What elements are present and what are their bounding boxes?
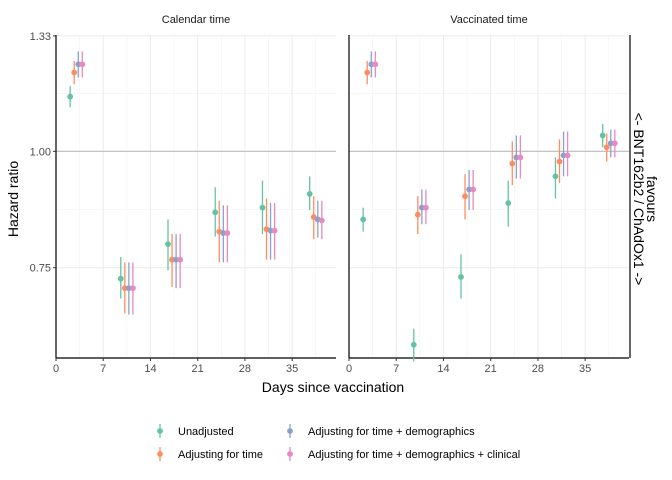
data-point (372, 61, 379, 68)
data-point (564, 152, 571, 159)
x-tick-label: 7 (393, 363, 399, 375)
data-point (169, 256, 175, 263)
legend-key-point (157, 451, 163, 457)
panel-title: Calendar time (162, 14, 230, 26)
data-point (125, 285, 132, 292)
legend: Unadjusted Adjusting for time Adjusting fo… (157, 424, 520, 461)
series-4 (372, 51, 618, 225)
x-tick-label: 28 (532, 363, 544, 375)
data-point (117, 275, 124, 282)
x-tick-label: 21 (485, 363, 497, 375)
y-tick-label: 1.00 (30, 146, 51, 158)
x-tick-label: 28 (239, 363, 251, 375)
x-tick-label: 35 (579, 363, 591, 375)
y-tick-label: 1.33 (30, 31, 51, 43)
x-tick-label: 0 (53, 363, 59, 375)
panel-2: Vaccinated time 0 7 14 21 28 35 (346, 14, 629, 375)
data-point (368, 61, 375, 68)
data-point (173, 256, 179, 263)
data-point (458, 274, 464, 280)
data-point (165, 241, 171, 248)
data-point (271, 227, 278, 234)
x-tick-label: 0 (346, 363, 352, 375)
data-point (75, 61, 82, 68)
x-tick-label: 14 (144, 363, 156, 375)
legend-label: Adjusting for time + demographics + clin… (308, 449, 520, 461)
data-point (71, 69, 78, 76)
data-point (306, 191, 313, 197)
data-point (259, 204, 266, 211)
data-point (560, 152, 567, 159)
data-point (418, 204, 425, 211)
data-point (130, 285, 136, 292)
x-tick-label: 7 (100, 363, 106, 375)
data-point (414, 211, 421, 218)
data-point (552, 173, 559, 180)
chart-panels: Calendar time 0 7 14 21 28 35 0.75 1.00 1.33 Vacci… (30, 14, 629, 375)
data-point (599, 132, 606, 139)
data-point (224, 230, 231, 236)
y-tick-label: 0.75 (30, 263, 51, 275)
x-tick-label: 21 (192, 363, 204, 375)
data-point (470, 186, 477, 193)
data-point (212, 209, 219, 216)
x-tick-label: 14 (437, 363, 449, 375)
legend-label: Adjusting for time + demographics (308, 426, 475, 438)
data-point (509, 160, 516, 167)
data-point (79, 61, 86, 68)
data-point (267, 227, 274, 234)
data-point (220, 230, 227, 236)
data-point (121, 285, 128, 292)
legend-item: Adjusting for time (157, 447, 263, 461)
series-3 (75, 51, 321, 315)
y-axis-title: Hazard ratio (5, 161, 21, 237)
legend-key-point (157, 428, 163, 434)
data-point (360, 216, 367, 223)
x-tick-label: 35 (286, 363, 298, 375)
series-4 (79, 51, 325, 315)
legend-item: Adjusting for time + demographics + clin… (287, 447, 520, 461)
data-point (611, 140, 618, 147)
legend-label: Unadjusted (178, 426, 234, 438)
side-label-direction: <- BNT162b2 / ChAdOx1 -> (631, 113, 647, 286)
data-point (177, 256, 184, 263)
series-3 (368, 51, 614, 225)
series-2 (364, 61, 610, 235)
panel-title: Vaccinated time (450, 14, 527, 26)
data-point (513, 154, 520, 161)
data-point (505, 200, 512, 206)
data-point (423, 204, 429, 211)
x-axis-title: Days since vaccination (262, 379, 404, 395)
data-point (603, 144, 610, 151)
series-1 (360, 123, 606, 362)
panel-1: Calendar time 0 7 14 21 28 35 0.75 1.00 1.33 (30, 14, 336, 375)
data-point (556, 158, 563, 165)
data-point (462, 193, 468, 200)
legend-label: Adjusting for time (178, 449, 263, 461)
series-2 (71, 61, 317, 314)
data-point (517, 154, 524, 161)
data-point (607, 140, 614, 147)
legend-key-point (287, 451, 293, 457)
data-point (364, 69, 371, 76)
data-point (410, 341, 417, 348)
data-point (67, 93, 74, 100)
series-1 (67, 86, 313, 299)
legend-item: Adjusting for time + demographics (287, 424, 475, 438)
data-point (466, 186, 472, 193)
legend-item: Unadjusted (157, 424, 234, 438)
legend-key-point (287, 428, 293, 434)
data-point (318, 217, 325, 224)
side-label-favours: favours (644, 176, 660, 222)
